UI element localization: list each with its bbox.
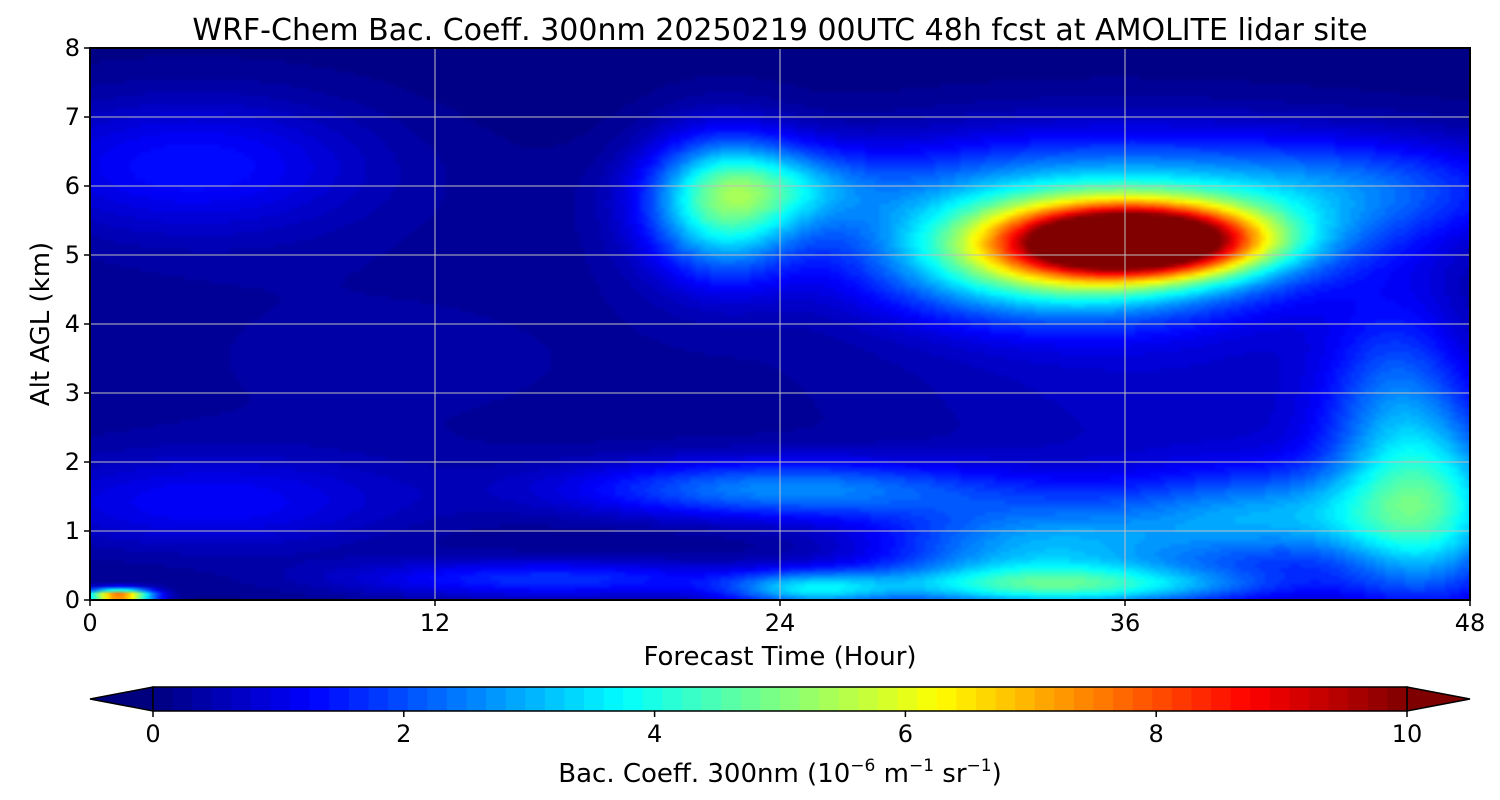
- x-tick-label: 48: [1455, 609, 1486, 637]
- colorbar-segment: [1191, 687, 1212, 711]
- colorbar-segment: [975, 687, 997, 711]
- colorbar-segment: [1171, 687, 1193, 711]
- colorbar-segment: [642, 687, 664, 711]
- colorbar-ticks: 0 2 4 6 8 10: [145, 711, 1422, 748]
- colorbar-segment: [858, 687, 879, 711]
- y-tick-label: 6: [65, 172, 80, 200]
- colorbar-segment: [1211, 687, 1232, 711]
- colorbar-segment: [250, 687, 272, 711]
- chart-title: WRF-Chem Bac. Coeff. 300nm 20250219 00UT…: [192, 13, 1367, 48]
- x-axis-ticks: 0 12 24 36 48: [82, 600, 1485, 637]
- y-tick-label: 7: [65, 103, 80, 131]
- y-tick-label: 8: [65, 34, 80, 62]
- colorbar-segment: [623, 687, 644, 711]
- colorbar-segment: [819, 687, 840, 711]
- colorbar-segment: [309, 687, 330, 711]
- x-tick-label: 24: [765, 609, 796, 637]
- colorbar-segment: [662, 687, 683, 711]
- colorbar-segment: [1132, 687, 1153, 711]
- colorbar-segment: [1152, 687, 1173, 711]
- x-tick-label: 36: [1110, 609, 1141, 637]
- colorbar-segment: [1367, 687, 1389, 711]
- y-tick-label: 1: [65, 517, 80, 545]
- colorbar-segment: [603, 687, 624, 711]
- colorbar-tick-label: 4: [647, 720, 662, 748]
- colorbar-segment: [1289, 687, 1310, 711]
- colorbar-segment: [407, 687, 428, 711]
- colorbar-segment: [917, 687, 938, 711]
- colorbar-segment: [290, 687, 311, 711]
- colorbar-segment: [525, 687, 546, 711]
- colorbar-segment: [564, 687, 585, 711]
- colorbar-segment: [368, 687, 389, 711]
- colorbar-segment: [1328, 687, 1349, 711]
- colorbar-segment: [897, 687, 918, 711]
- colorbar-segment: [1054, 687, 1075, 711]
- colorbar-label: Bac. Coeff. 300nm (10−6 m−1 sr−1): [558, 756, 1001, 789]
- colorbar-segment: [348, 687, 370, 711]
- colorbar-segment: [838, 687, 859, 711]
- y-tick-label: 4: [65, 310, 80, 338]
- colorbar-frame: [152, 686, 1408, 712]
- colorbar-segment: [956, 687, 977, 711]
- grid-lines: [90, 48, 1470, 600]
- colorbar-tick-label: 2: [396, 720, 411, 748]
- colorbar-segment: [877, 687, 899, 711]
- x-axis-label: Forecast Time (Hour): [643, 642, 916, 672]
- y-tick-label: 2: [65, 448, 80, 476]
- colorbar-segment: [329, 687, 350, 711]
- colorbar-segment: [1113, 687, 1134, 711]
- colorbar-segment: [1348, 687, 1369, 711]
- y-axis-label: Alt AGL (km): [26, 242, 56, 406]
- colorbar-segment: [721, 687, 742, 711]
- x-tick-label: 0: [82, 609, 97, 637]
- colorbar-segment: [780, 687, 801, 711]
- y-tick-label: 5: [65, 241, 80, 269]
- colorbar-segment: [1093, 687, 1114, 711]
- colorbar-segment: [172, 687, 193, 711]
- colorbar-segment: [231, 687, 252, 711]
- y-axis-ticks: 0 1 2 3 4 5 6 7 8: [65, 34, 90, 614]
- colorbar: 0 2 4 6 8 10 Bac. Coeff. 300nm (10−6 m−1 sr−1…: [89, 686, 1471, 789]
- colorbar-segment: [701, 687, 722, 711]
- colorbar-segment: [1015, 687, 1036, 711]
- colorbar-segment: [544, 687, 566, 711]
- colorbar-segment: [1073, 687, 1095, 711]
- colorbar-segment: [486, 687, 507, 711]
- colorbar-segment: [211, 687, 232, 711]
- colorbar-segment: [584, 687, 605, 711]
- colorbar-segments: [153, 687, 1408, 711]
- colorbar-segment: [505, 687, 526, 711]
- x-tick-label: 12: [420, 609, 451, 637]
- colorbar-segment: [1250, 687, 1271, 711]
- y-tick-label: 3: [65, 379, 80, 407]
- colorbar-segment: [427, 687, 448, 711]
- colorbar-segment: [192, 687, 213, 711]
- colorbar-segment: [740, 687, 762, 711]
- colorbar-segment: [1269, 687, 1291, 711]
- colorbar-over-arrow: [1406, 686, 1471, 712]
- colorbar-segment: [388, 687, 409, 711]
- colorbar-segment: [446, 687, 468, 711]
- colorbar-segment: [153, 687, 174, 711]
- colorbar-segment: [1034, 687, 1055, 711]
- colorbar-segment: [466, 687, 487, 711]
- colorbar-segment: [936, 687, 957, 711]
- y-tick-label: 0: [65, 586, 80, 614]
- colorbar-segment: [1309, 687, 1330, 711]
- colorbar-tick-label: 8: [1149, 720, 1164, 748]
- colorbar-segment: [995, 687, 1016, 711]
- colorbar-tick-label: 6: [898, 720, 913, 748]
- colorbar-segment: [1387, 687, 1408, 711]
- colorbar-segment: [270, 687, 291, 711]
- colorbar-segment: [1230, 687, 1251, 711]
- colorbar-tick-label: 10: [1392, 720, 1423, 748]
- colorbar-segment: [682, 687, 703, 711]
- colorbar-segment: [760, 687, 781, 711]
- colorbar-segment: [799, 687, 820, 711]
- colorbar-tick-label: 0: [145, 720, 160, 748]
- colorbar-under-arrow: [89, 686, 154, 712]
